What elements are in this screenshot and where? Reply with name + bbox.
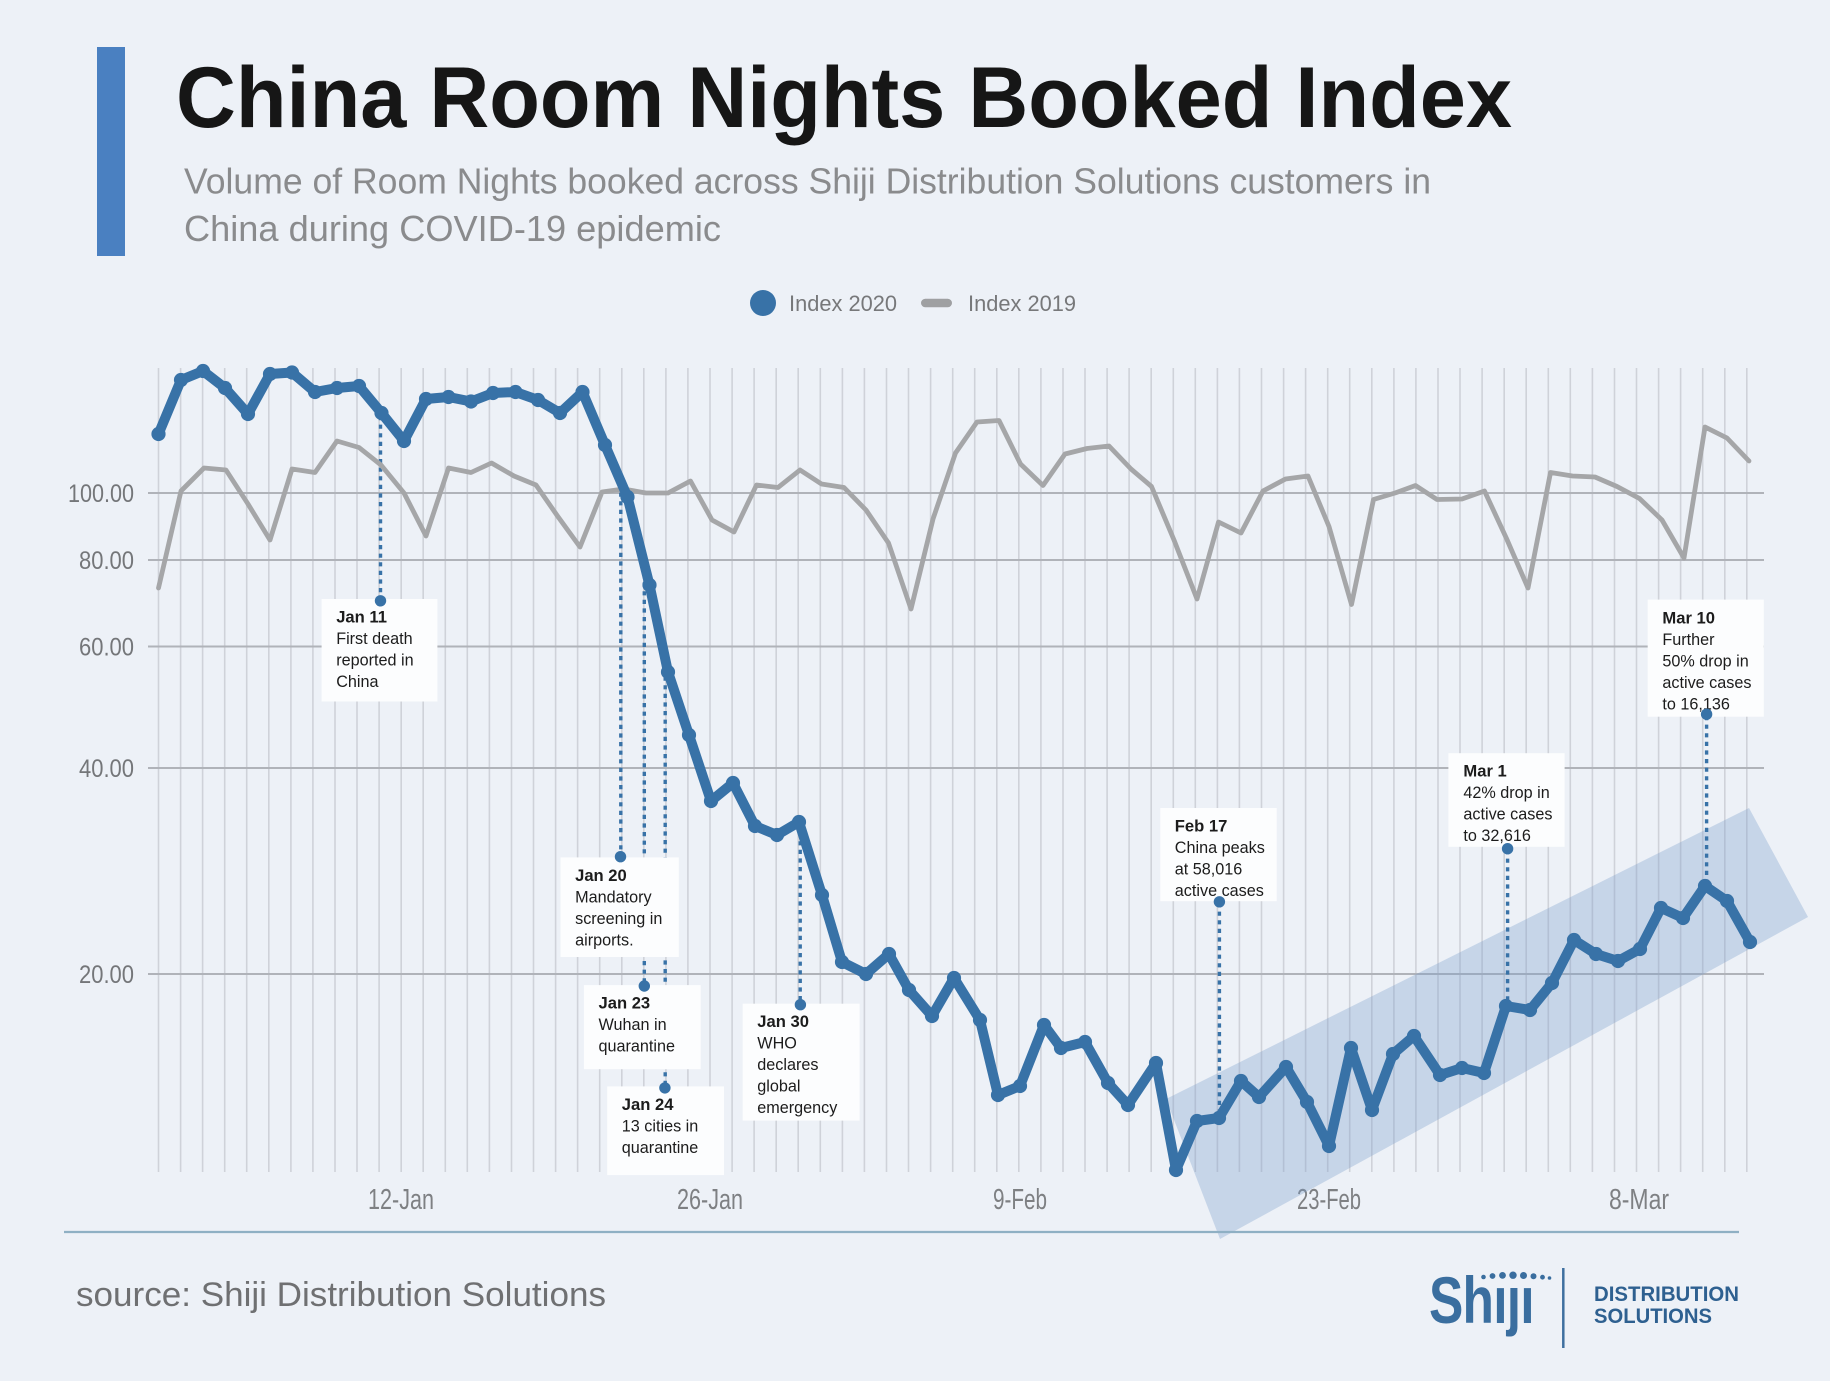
svg-text:Jan 24: Jan 24 [622, 1095, 674, 1114]
svg-text:12-Jan: 12-Jan [368, 1184, 434, 1216]
svg-text:active cases: active cases [1662, 674, 1751, 692]
svg-text:airports.: airports. [575, 931, 633, 949]
svg-text:China: China [336, 673, 378, 691]
svg-text:Jan 30: Jan 30 [757, 1012, 809, 1031]
svg-text:China during COVID-19 epidemic: China during COVID-19 epidemic [184, 208, 721, 249]
svg-text:reported in: reported in [336, 652, 413, 670]
svg-text:Mandatory: Mandatory [575, 888, 652, 906]
svg-text:to 16,136: to 16,136 [1662, 696, 1730, 714]
svg-text:26-Jan: 26-Jan [677, 1184, 743, 1216]
svg-text:WHO: WHO [757, 1035, 797, 1053]
svg-text:13 cities in: 13 cities in [622, 1117, 698, 1135]
svg-text:declares: declares [757, 1056, 818, 1074]
svg-text:Jan 11: Jan 11 [336, 608, 387, 627]
svg-text:Wuhan in: Wuhan in [599, 1016, 667, 1034]
svg-text:China Room Nights Booked Index: China Room Nights Booked Index [176, 50, 1512, 146]
svg-text:23-Feb: 23-Feb [1297, 1184, 1361, 1216]
svg-text:40.00: 40.00 [79, 755, 134, 783]
svg-text:China peaks: China peaks [1175, 839, 1265, 857]
svg-text:Jan 23: Jan 23 [599, 994, 651, 1013]
svg-text:Mar 10: Mar 10 [1662, 609, 1715, 628]
svg-text:quarantine: quarantine [599, 1038, 676, 1056]
svg-text:Further: Further [1662, 631, 1715, 649]
svg-text:Shıȷı: Shıȷı [1429, 1263, 1534, 1338]
svg-text:to 32,616: to 32,616 [1463, 827, 1531, 845]
svg-text:20.00: 20.00 [79, 961, 134, 989]
svg-text:at 58,016: at 58,016 [1175, 861, 1243, 879]
svg-text:Feb 17: Feb 17 [1175, 817, 1228, 836]
svg-text:80.00: 80.00 [79, 547, 134, 575]
svg-text:Mar 1: Mar 1 [1463, 762, 1506, 781]
svg-text:Index 2020: Index 2020 [789, 291, 897, 316]
svg-text:Jan 20: Jan 20 [575, 866, 627, 885]
svg-text:60.00: 60.00 [79, 634, 134, 662]
svg-text:emergency: emergency [757, 1099, 838, 1117]
svg-text:DISTRIBUTION: DISTRIBUTION [1594, 1282, 1739, 1306]
svg-text:9-Feb: 9-Feb [993, 1184, 1047, 1216]
svg-text:Volume of Room Nights booked a: Volume of Room Nights booked across Shij… [184, 161, 1431, 202]
svg-text:active cases: active cases [1175, 882, 1264, 900]
svg-text:42% drop in: 42% drop in [1463, 784, 1549, 802]
svg-text:50% drop in: 50% drop in [1662, 653, 1748, 671]
svg-text:Index 2019: Index 2019 [968, 291, 1076, 316]
svg-text:active cases: active cases [1463, 806, 1552, 824]
svg-text:100.00: 100.00 [68, 480, 134, 508]
svg-text:First death: First death [336, 630, 412, 648]
svg-text:screening in: screening in [575, 910, 662, 928]
svg-text:global: global [757, 1078, 800, 1096]
svg-text:SOLUTIONS: SOLUTIONS [1594, 1304, 1712, 1328]
svg-text:quarantine: quarantine [622, 1139, 699, 1157]
svg-text:source: Shiji Distribution Sol: source: Shiji Distribution Solutions [76, 1276, 606, 1314]
svg-text:8-Mar: 8-Mar [1609, 1184, 1669, 1216]
